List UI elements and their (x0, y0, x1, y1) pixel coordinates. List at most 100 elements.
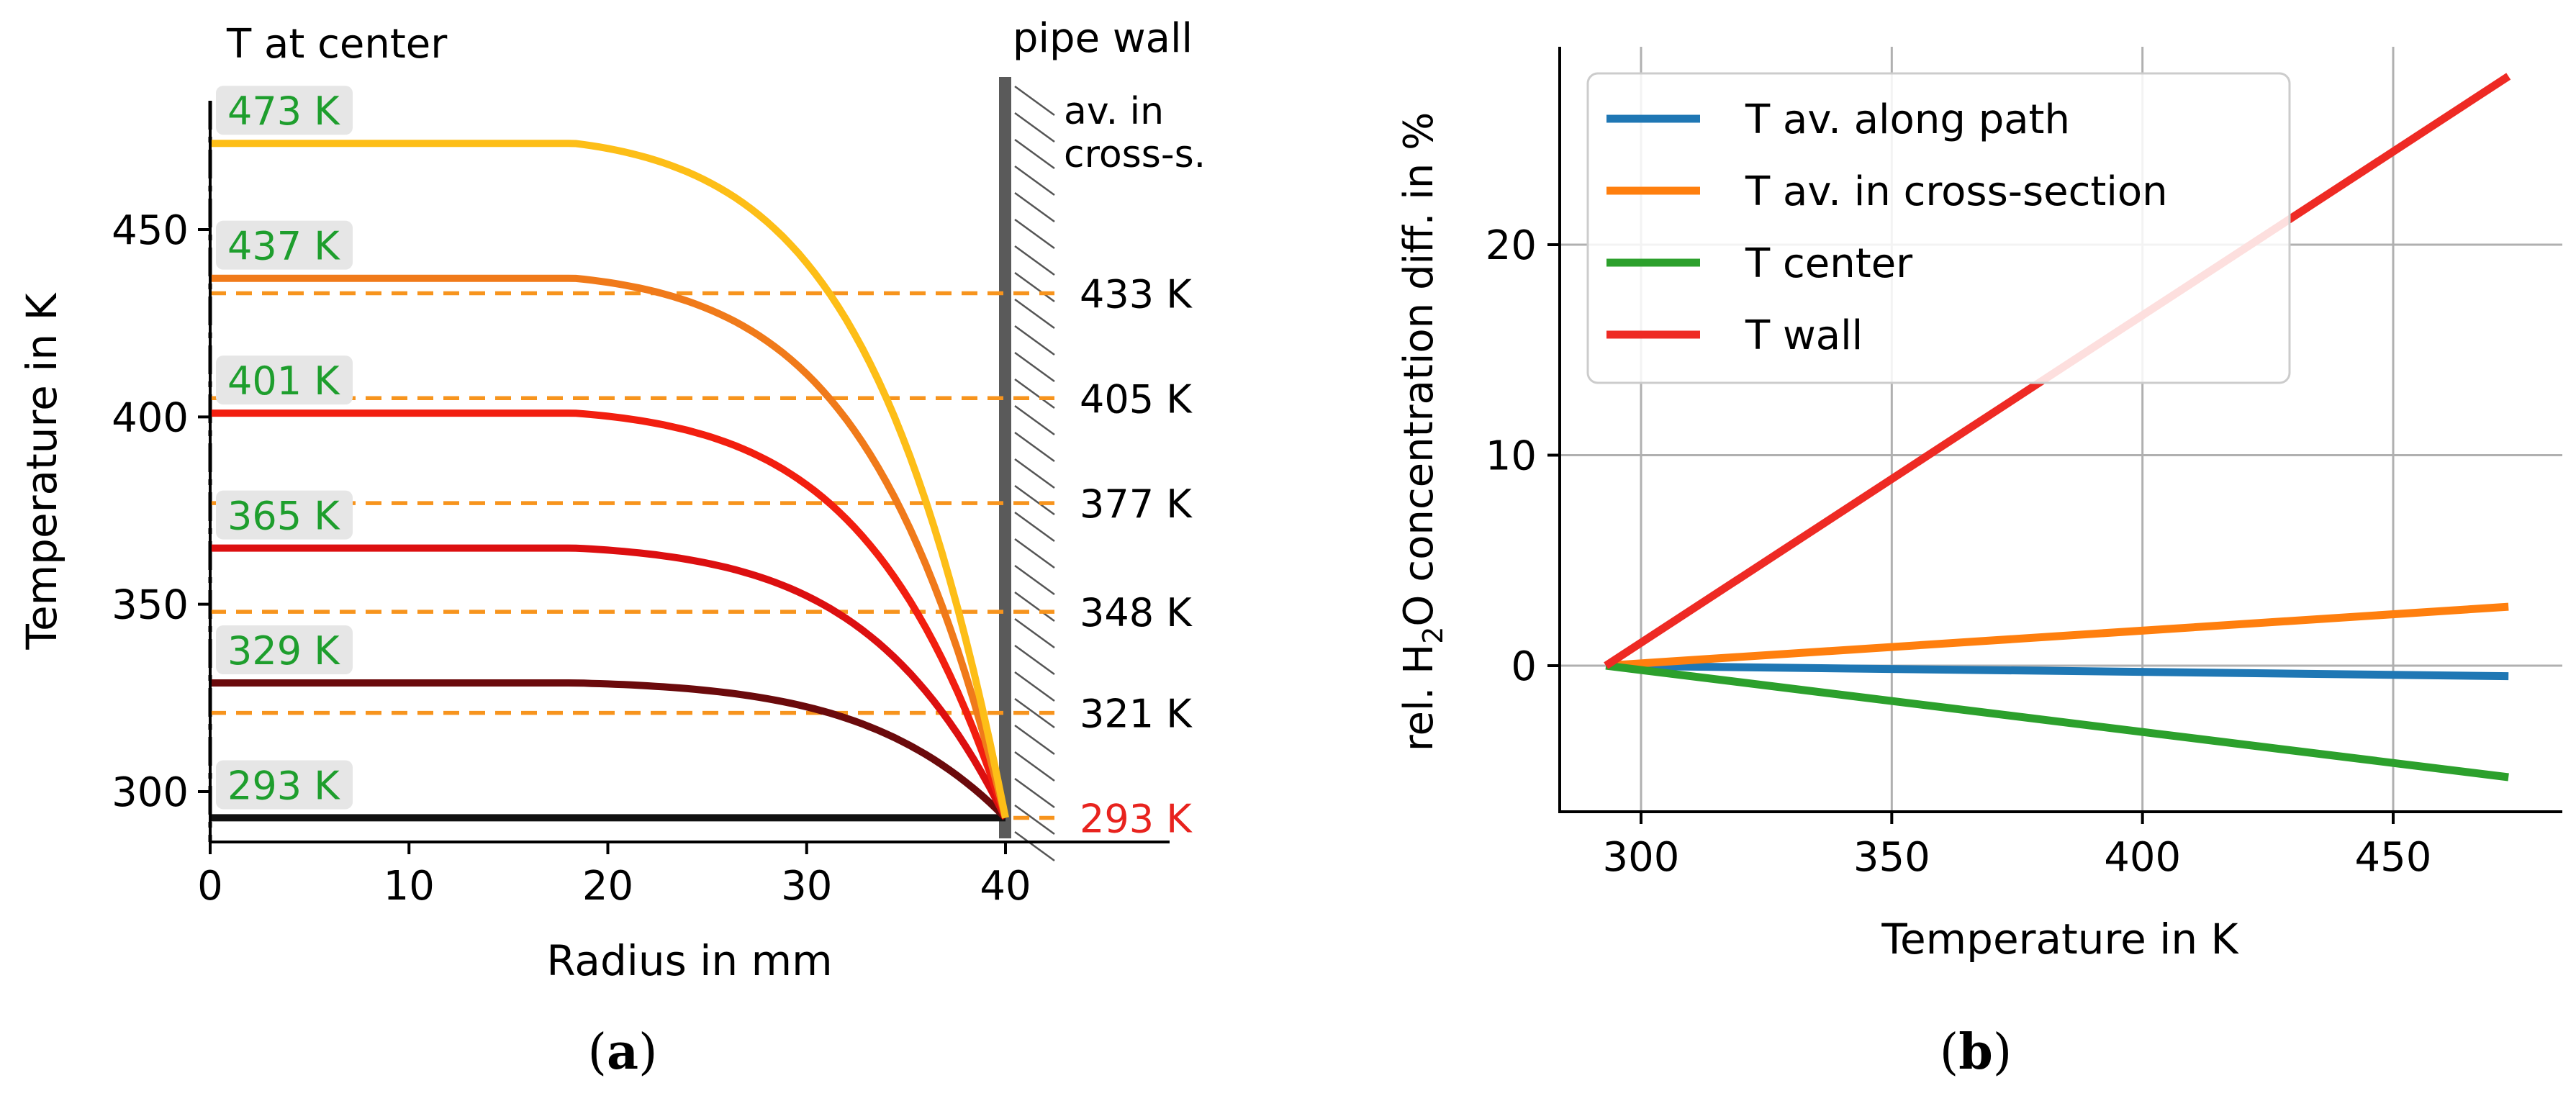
hatch-stroke (1014, 271, 1055, 303)
hatch-stroke (1014, 458, 1055, 489)
hatch-stroke (1014, 724, 1055, 756)
hatch-stroke (1014, 351, 1055, 383)
average-label-405: 405 K (1080, 376, 1193, 422)
legend-label-3: T wall (1745, 312, 1863, 359)
hatch-stroke (1014, 511, 1055, 543)
curve-437K (210, 274, 1009, 819)
x-ticks: 300 350 400 450 (1603, 812, 2432, 881)
hatch-stroke (1014, 378, 1055, 409)
x-tick-label-0: 0 (197, 863, 223, 910)
hatch-stroke (1014, 112, 1055, 143)
x-tick-label-20: 20 (582, 863, 633, 910)
curve-401K (210, 409, 1009, 819)
y-tick-label-350: 350 (112, 582, 189, 629)
center-label-401: 401 K (227, 358, 340, 404)
y-tick-label-10: 10 (1486, 433, 1537, 480)
x-tick-label-10: 10 (384, 863, 435, 910)
hatch-stroke (1014, 218, 1055, 250)
center-label-bg (216, 625, 353, 675)
series-t-av-in-cross-section (1605, 602, 2509, 670)
hatch-stroke (1014, 138, 1055, 170)
average-label-377: 377 K (1080, 481, 1193, 527)
average-label-293: 293 K (1080, 796, 1193, 841)
panel-a-temperature-profiles: 473 K 437 K 401 K 365 K 329 K 293 K 433 K 405 … (17, 15, 1206, 1081)
center-label-473: 473 K (227, 89, 340, 134)
x-tick-label-300: 300 (1603, 834, 1680, 881)
y-tick-label-400: 400 (112, 394, 189, 441)
y-axis-label-subscript: 2 (1417, 627, 1449, 644)
hatch-stroke (1014, 245, 1055, 276)
pipe-wall-bar (999, 77, 1011, 838)
x-tick-label-30: 30 (781, 863, 832, 910)
average-label-348: 348 K (1080, 590, 1193, 635)
hatch-stroke (1014, 85, 1055, 117)
hatch-stroke (1014, 751, 1055, 782)
center-label-bg (216, 760, 353, 810)
y-axis-label: Temperature in K (17, 291, 66, 650)
y-ticks: 300 350 400 450 (112, 207, 210, 816)
legend: T av. along path T av. in cross-section T … (1586, 72, 2291, 384)
average-title-line2: cross-s. (1064, 133, 1206, 176)
y-tick-label-0: 0 (1511, 643, 1537, 690)
pipe-wall-hatch (1014, 85, 1055, 862)
hatch-stroke (1014, 325, 1055, 356)
hatch-stroke (1014, 591, 1055, 622)
legend-label-1: T av. in cross-section (1745, 168, 2168, 215)
hatch-stroke (1014, 564, 1055, 596)
center-temperature-labels: 473 K 437 K 401 K 365 K 329 K 293 K (216, 86, 353, 810)
curve-329K (210, 679, 1008, 820)
center-label-bg (216, 220, 353, 270)
hatch-stroke (1014, 165, 1055, 196)
y-axis-label: rel. H2O concentration diff. in % (1396, 112, 1449, 752)
legend-label-2: T center (1745, 240, 1913, 287)
pipe-wall-title: pipe wall (1013, 15, 1193, 62)
hatch-stroke (1014, 191, 1055, 223)
panel-b-caption-letter: b (1958, 1023, 1993, 1081)
hatch-stroke (1014, 830, 1055, 862)
y-ticks: 0 10 20 (1486, 222, 1560, 690)
legend-label-0: T av. along path (1745, 96, 2070, 143)
x-tick-label-400: 400 (2104, 834, 2181, 881)
center-label-437: 437 K (227, 224, 340, 269)
center-label-365: 365 K (227, 494, 340, 539)
center-label-293: 293 K (227, 763, 340, 808)
hatch-stroke (1014, 644, 1055, 676)
hatch-stroke (1014, 777, 1055, 809)
x-ticks: 0 10 20 30 40 (197, 842, 1031, 910)
hatch-stroke (1014, 671, 1055, 702)
y-axis-label-prefix: rel. H (1396, 644, 1442, 752)
center-label-bg (216, 490, 353, 540)
legend-box (1586, 72, 2291, 384)
series-t-center (1605, 661, 2509, 782)
curve-365K (210, 544, 1009, 820)
hatch-stroke (1014, 697, 1055, 729)
y-axis-label-suffix: O concentration diff. in % (1396, 112, 1442, 627)
radial-temperature-curves (210, 140, 1009, 822)
hatch-stroke (1014, 538, 1055, 569)
hatch-stroke (1014, 617, 1055, 649)
center-label-bg (216, 86, 353, 135)
series-t-av-along-path (1606, 661, 2509, 681)
y-tick-label-300: 300 (112, 769, 189, 816)
hatch-stroke (1014, 404, 1055, 436)
y-tick-label-450: 450 (112, 207, 189, 254)
panel-b-caption: (b) (1940, 1023, 2012, 1081)
panel-b-concentration-difference: 300 350 400 450 0 10 20 Temperature in K rel.… (1396, 47, 2562, 1081)
center-label-329: 329 K (227, 628, 340, 674)
x-tick-label-450: 450 (2355, 834, 2432, 881)
cross-section-average-labels: 433 K 405 K 377 K 348 K 321 K 293 K (1080, 272, 1193, 842)
x-tick-label-40: 40 (980, 863, 1031, 910)
x-tick-label-350: 350 (1853, 834, 1930, 881)
average-label-321: 321 K (1080, 692, 1193, 737)
x-axis-label: Temperature in K (1881, 915, 2239, 964)
center-label-title: T at center (226, 21, 448, 68)
center-label-bg (216, 355, 353, 405)
hatch-stroke (1014, 484, 1055, 516)
hatch-stroke (1014, 804, 1055, 835)
panel-a-caption-letter: a (607, 1023, 638, 1081)
hatch-stroke (1014, 431, 1055, 463)
hatch-stroke (1014, 298, 1055, 330)
x-axis-label: Radius in mm (546, 936, 832, 985)
y-tick-label-20: 20 (1486, 222, 1537, 269)
